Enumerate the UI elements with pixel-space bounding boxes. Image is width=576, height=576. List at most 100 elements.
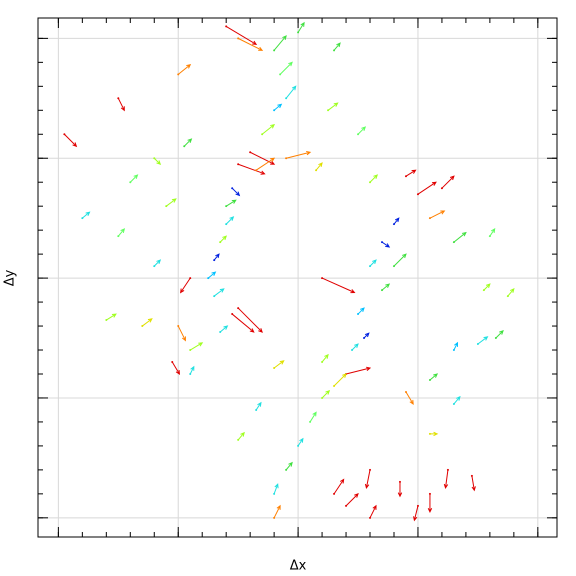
arrow bbox=[477, 336, 489, 345]
arrow bbox=[237, 431, 245, 441]
arrow-tail bbox=[321, 361, 324, 364]
arrow bbox=[397, 481, 403, 498]
arrow bbox=[405, 391, 414, 405]
arrow-tail bbox=[381, 289, 384, 292]
arrow-tail bbox=[129, 181, 132, 184]
arrow bbox=[327, 102, 339, 111]
arrow bbox=[219, 235, 227, 243]
arrow-tail bbox=[213, 259, 216, 262]
arrow bbox=[357, 126, 367, 135]
arrow bbox=[309, 411, 317, 423]
arrow bbox=[231, 187, 241, 197]
arrow-tail bbox=[81, 217, 84, 220]
arrow bbox=[333, 478, 345, 495]
arrow bbox=[237, 163, 266, 175]
arrow bbox=[357, 307, 365, 315]
arrow-tail bbox=[488, 235, 491, 238]
arrow-tail bbox=[404, 390, 407, 393]
y-axis-label: Δy bbox=[3, 269, 18, 286]
arrow bbox=[285, 461, 293, 471]
arrow-tail bbox=[237, 438, 240, 441]
arrow bbox=[129, 174, 139, 183]
arrow bbox=[453, 395, 461, 405]
arrow-tail bbox=[225, 223, 228, 226]
arrow-tail bbox=[321, 277, 324, 280]
arrow bbox=[177, 325, 186, 342]
arrow bbox=[429, 431, 439, 437]
arrow-tail bbox=[219, 331, 222, 334]
arrow bbox=[429, 210, 446, 219]
arrow bbox=[231, 313, 255, 333]
arrow-tail bbox=[171, 361, 174, 364]
arrow bbox=[237, 37, 264, 51]
arrow-tail bbox=[363, 337, 366, 340]
arrow bbox=[213, 253, 220, 261]
arrow bbox=[273, 360, 285, 369]
arrow bbox=[273, 103, 283, 111]
arrow bbox=[393, 253, 407, 267]
arrow-tail bbox=[297, 31, 300, 34]
arrow bbox=[321, 277, 356, 294]
arrow bbox=[255, 401, 262, 411]
arrow-tail bbox=[213, 295, 216, 298]
arrow bbox=[321, 389, 331, 399]
arrow bbox=[106, 313, 117, 321]
arrow-tail bbox=[297, 444, 300, 447]
arrow-tail bbox=[452, 241, 455, 244]
arrow-tail bbox=[63, 133, 66, 136]
arrow bbox=[285, 150, 312, 159]
arrow-tail bbox=[177, 73, 180, 76]
x-axis-label: Δx bbox=[290, 559, 307, 574]
arrow-tail bbox=[392, 223, 395, 226]
arrow-tail bbox=[351, 349, 354, 352]
arrow bbox=[507, 288, 515, 297]
arrow-tail bbox=[237, 163, 240, 166]
arrow-tail bbox=[369, 468, 372, 471]
arrow-tail bbox=[117, 97, 120, 100]
arrow-tail bbox=[279, 73, 282, 76]
arrow-tail bbox=[153, 157, 156, 160]
arrow bbox=[297, 437, 304, 447]
arrow-tail bbox=[333, 492, 336, 495]
arrow-tail bbox=[285, 97, 288, 100]
arrow bbox=[255, 157, 276, 171]
arrow bbox=[364, 469, 371, 489]
arrow-tail bbox=[428, 378, 431, 381]
arrow bbox=[219, 325, 229, 333]
arrow bbox=[381, 241, 391, 248]
arrow bbox=[333, 373, 347, 387]
arrow-tail bbox=[189, 349, 192, 352]
arrow bbox=[237, 307, 263, 333]
arrow bbox=[321, 353, 329, 363]
arrow-tail bbox=[369, 265, 372, 268]
arrow-tail bbox=[381, 241, 384, 244]
arrow bbox=[225, 25, 258, 45]
arrow-tail bbox=[369, 516, 372, 519]
arrow-tail bbox=[183, 145, 186, 148]
arrow bbox=[153, 157, 162, 166]
arrow bbox=[171, 361, 181, 375]
arrow-tail bbox=[273, 516, 276, 519]
arrow-tail bbox=[416, 193, 419, 196]
arrow-tail bbox=[428, 217, 431, 220]
arrow-tail bbox=[452, 349, 455, 352]
arrow bbox=[177, 64, 192, 75]
arrow-tail bbox=[285, 468, 288, 471]
arrow bbox=[369, 259, 377, 267]
arrow-tail bbox=[327, 109, 330, 112]
arrow bbox=[273, 483, 279, 495]
arrow bbox=[189, 365, 195, 375]
arrow bbox=[405, 169, 417, 177]
arrow bbox=[443, 469, 449, 489]
arrow bbox=[285, 85, 297, 99]
arrow-tail bbox=[255, 408, 258, 411]
arrow bbox=[315, 162, 323, 171]
arrow bbox=[333, 42, 341, 51]
arrow-tail bbox=[440, 187, 443, 190]
arrow-tail bbox=[506, 295, 509, 298]
arrow bbox=[297, 21, 305, 33]
arrow bbox=[273, 504, 281, 519]
arrow-tail bbox=[315, 169, 318, 172]
arrow-tail bbox=[309, 420, 312, 423]
